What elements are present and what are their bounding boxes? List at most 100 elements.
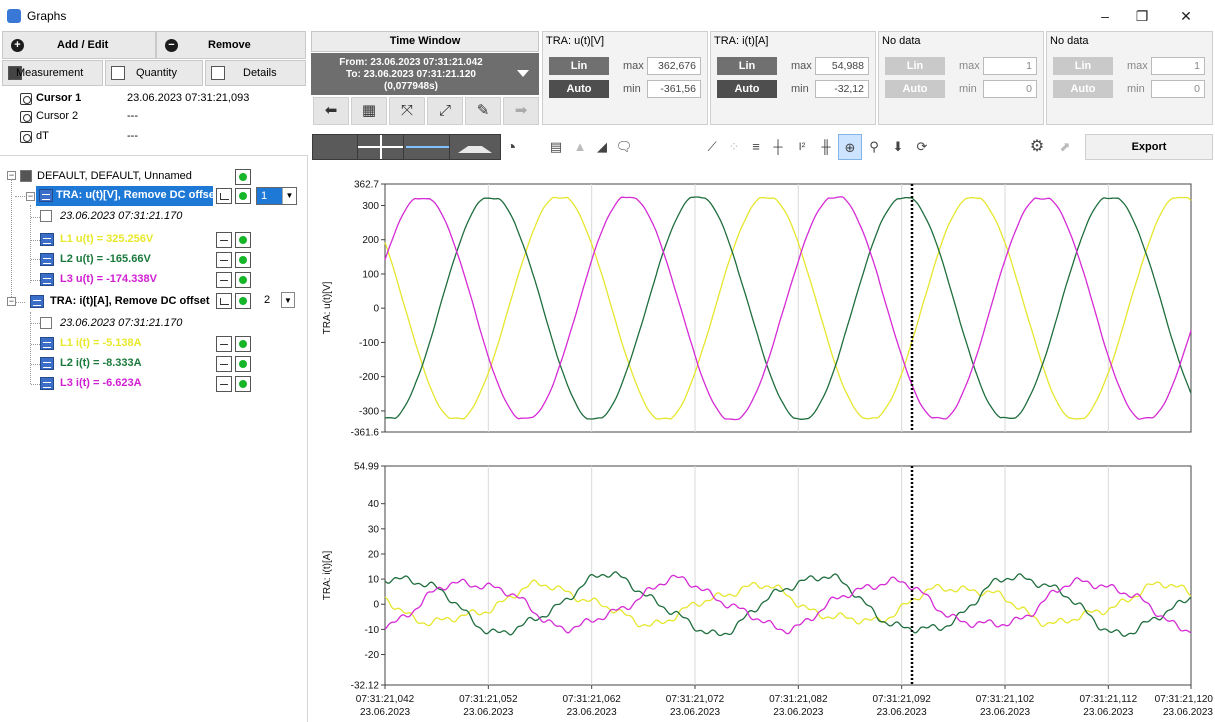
auto-button[interactable]: Auto [1053, 80, 1113, 98]
remove-channel-button[interactable] [216, 336, 232, 352]
tree-collapse-toggle[interactable]: − [7, 296, 16, 306]
tree-item-l1u[interactable]: L1 u(t) = 325.256V [40, 231, 220, 249]
cursor-2-row[interactable]: Cursor 2 --- [20, 110, 300, 126]
cursor-value-icon[interactable]: I² [798, 141, 806, 153]
max-input[interactable]: 1 [983, 57, 1037, 75]
remove-channel-button[interactable] [216, 252, 232, 268]
clock-icon [20, 111, 32, 123]
tree-group-current[interactable]: TRA: i(t)[A], Remove DC offset [30, 292, 216, 310]
visibility-toggle[interactable] [235, 376, 251, 392]
dt-row[interactable]: dT --- [20, 130, 300, 146]
graph-index-value: 2 [264, 294, 271, 306]
gear-icon[interactable]: ⚙ [1029, 138, 1045, 155]
visibility-toggle[interactable] [235, 252, 251, 268]
tree-root[interactable]: DEFAULT, DEFAULT, Unnamed [20, 168, 240, 186]
lin-button[interactable]: Lin [717, 57, 777, 75]
remove-channel-button[interactable] [216, 356, 232, 372]
visibility-toggle[interactable] [235, 188, 251, 204]
tree-item-l2i[interactable]: L2 i(t) = -8.333A [40, 355, 220, 373]
max-input[interactable]: 1 [1151, 57, 1205, 75]
tree-item-l3u[interactable]: L3 u(t) = -174.338V [40, 271, 220, 289]
graph-index-select[interactable]: 1 ▼ [256, 187, 297, 205]
horizontal-lines-icon[interactable]: ≡ [752, 139, 760, 154]
visibility-toggle[interactable] [235, 293, 251, 309]
visibility-toggle[interactable] [235, 169, 251, 185]
tree-group-voltage[interactable]: TRA: u(t)[V], Remove DC offse [36, 186, 215, 206]
waveform-icon [40, 273, 54, 286]
broom-icon[interactable]: ✎ [465, 97, 501, 125]
tab-quantity[interactable]: Quantity [105, 60, 203, 86]
channel-label: L1 u(t) = 325.256V [60, 233, 154, 245]
scatter-icon[interactable]: ⁘ [728, 139, 740, 154]
tree-collapse-toggle[interactable]: − [26, 191, 35, 201]
current-chart[interactable]: 54.99 40 30 20 10 0 -10 -20 -32.12 TRA: i(t)[A] 07… [322, 462, 1213, 719]
chart-settings-button[interactable] [216, 188, 232, 204]
comment-icon[interactable]: 🗨 [615, 139, 633, 154]
timestamp-label: 23.06.2023 07:31:21.170 [60, 317, 183, 329]
layout-single-icon[interactable] [312, 134, 364, 160]
auto-button[interactable]: Auto [549, 80, 609, 98]
close-button[interactable]: ✕ [1180, 8, 1192, 24]
time-window-select[interactable]: From: 23.06.2023 07:31:21.042 To: 23.06.… [311, 53, 539, 95]
crosshair-icon[interactable]: ┼ [773, 139, 783, 154]
layout-grid-icon[interactable] [357, 134, 409, 160]
remove-button[interactable]: − Remove [156, 31, 306, 59]
max-input[interactable]: 54,988 [815, 57, 869, 75]
add-edit-button[interactable]: + Add / Edit [2, 31, 156, 59]
cursor-1-row[interactable]: Cursor 1 23.06.2023 07:31:21,093 [20, 92, 300, 108]
arrow-down-icon[interactable]: ⬇ [892, 139, 904, 154]
visibility-toggle[interactable] [235, 272, 251, 288]
lin-button[interactable]: Lin [885, 57, 945, 75]
visibility-toggle[interactable] [235, 232, 251, 248]
tree-item-l2u[interactable]: L2 u(t) = -165.66V [40, 251, 220, 269]
line-plot-icon[interactable]: ⟋ [707, 139, 717, 154]
min-input[interactable]: 0 [1151, 80, 1205, 98]
voltage-chart[interactable]: 362.7 300 200 100 0 -100 -200 -300 -361.6 TRA: u(… [322, 180, 1192, 439]
vertical-lines-icon[interactable]: ╫ [821, 139, 831, 154]
cursor-mode-icon[interactable]: ⊕ [838, 134, 862, 160]
minimize-button[interactable]: – [1101, 8, 1109, 24]
refresh-icon[interactable]: ⟳ [916, 139, 928, 154]
add-chart-icon[interactable]: ▤ [549, 139, 563, 154]
auto-button[interactable]: Auto [885, 80, 945, 98]
calendar-icon[interactable]: ▦ [351, 97, 387, 125]
dt-value: --- [127, 130, 138, 142]
zoom-fit-y-icon[interactable]: ⤢ [427, 97, 463, 125]
remove-channel-button[interactable] [216, 232, 232, 248]
restore-button[interactable]: ❐ [1135, 8, 1149, 24]
lin-button[interactable]: Lin [549, 57, 609, 75]
tree-collapse-toggle[interactable]: − [7, 170, 16, 180]
graph-index-select[interactable]: 2 ▼ [256, 292, 297, 310]
remove-channel-button[interactable] [216, 272, 232, 288]
min-input[interactable]: -32,12 [815, 80, 869, 98]
visibility-toggle[interactable] [235, 336, 251, 352]
auto-button[interactable]: Auto [717, 80, 777, 98]
remove-channel-button[interactable] [216, 376, 232, 392]
x-tick-label: 07:31:21,102 [976, 694, 1035, 705]
tree-item-l1i[interactable]: L1 i(t) = -5.138A [40, 335, 220, 353]
slope-icon[interactable]: ◢ [597, 139, 607, 154]
peak-icon[interactable]: ▲ [573, 139, 587, 154]
open-external-icon[interactable]: ⬈ [1059, 139, 1071, 154]
plus-icon: + [11, 39, 24, 52]
panel-splitter[interactable] [307, 155, 308, 722]
arrow-right-icon[interactable]: ➡ [503, 97, 539, 125]
max-input[interactable]: 362,676 [647, 57, 701, 75]
zoom-fit-x-icon[interactable]: ⤧ [389, 97, 425, 125]
arrow-left-icon[interactable]: ⬅ [313, 97, 349, 125]
layout-overlay-icon[interactable] [449, 134, 501, 160]
clock-layout-icon[interactable]: ◔ [505, 137, 517, 157]
visibility-toggle[interactable] [235, 356, 251, 372]
tab-measurement[interactable]: Measurement [2, 60, 103, 86]
y-axis-label: TRA: i(t)[A] [322, 551, 333, 601]
lin-button[interactable]: Lin [1053, 57, 1113, 75]
min-input[interactable]: 0 [983, 80, 1037, 98]
chart-settings-button[interactable] [216, 293, 232, 309]
zoom-cursor-icon[interactable]: ⚲ [869, 139, 879, 154]
export-button[interactable]: Export [1085, 134, 1213, 160]
layout-stacked-icon[interactable] [403, 134, 455, 160]
tab-details[interactable]: Details [205, 60, 306, 86]
min-input[interactable]: -361,56 [647, 80, 701, 98]
tree-item-l3i[interactable]: L3 i(t) = -6.623A [40, 375, 220, 393]
